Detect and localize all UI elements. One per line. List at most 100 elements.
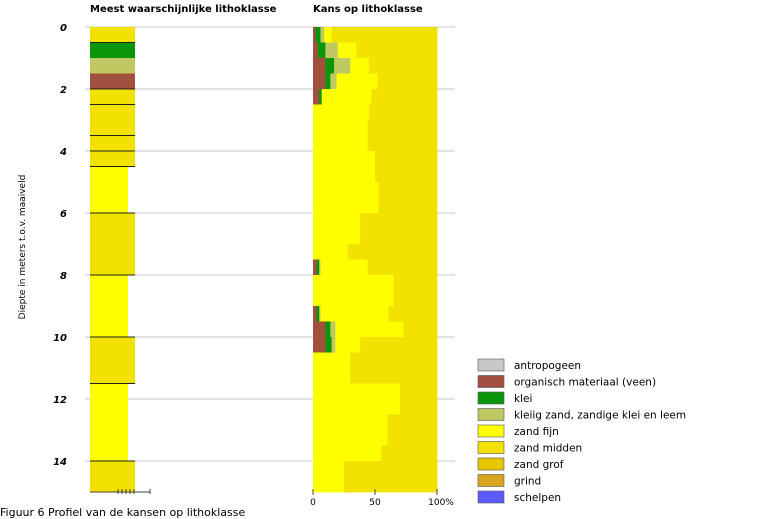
panel-title-kans: Kans op lithoklasse xyxy=(313,4,423,15)
probability-segment xyxy=(313,27,316,43)
probability-segment xyxy=(381,445,438,462)
probability-segment xyxy=(336,73,378,90)
probability-segment xyxy=(368,104,438,121)
legend-label: klei xyxy=(514,393,532,405)
y-tick-label: 10 xyxy=(53,333,67,344)
probability-segment xyxy=(325,73,331,90)
legend-swatch xyxy=(477,474,505,487)
probability-segment xyxy=(331,337,336,353)
probability-segment xyxy=(324,27,332,43)
probability-segment xyxy=(313,182,380,214)
probability-segment xyxy=(313,259,318,276)
legend-swatch xyxy=(477,424,505,438)
probability-segment xyxy=(313,104,370,121)
probability-column xyxy=(313,27,438,493)
legend-swatch xyxy=(477,358,505,372)
layer-bar xyxy=(90,383,128,461)
probability-segment xyxy=(313,151,376,183)
legend-label: organisch materiaal (veen) xyxy=(514,377,656,389)
x-tick-label: 50 xyxy=(369,498,381,506)
probability-segment xyxy=(375,151,438,183)
y-tick-label: 14 xyxy=(53,457,67,468)
probability-segment xyxy=(368,58,438,74)
y-tick-label: 0 xyxy=(60,23,67,34)
probability-segment xyxy=(317,42,326,59)
panel-title-meest: Meest waarschijnlijke lithoklasse xyxy=(90,4,277,15)
probability-segment xyxy=(331,27,438,43)
probability-segment xyxy=(330,73,337,90)
probability-segment xyxy=(313,445,382,462)
probability-segment xyxy=(330,321,336,338)
probability-segment xyxy=(377,73,438,90)
layer-bar xyxy=(90,461,135,492)
legend-swatch xyxy=(477,490,505,504)
y-tick-label: 6 xyxy=(60,209,67,220)
legend-swatch xyxy=(477,408,505,421)
probability-segment xyxy=(319,89,323,105)
probability-segment xyxy=(316,306,320,322)
layer-bar xyxy=(90,42,135,58)
probability-segment xyxy=(313,42,319,59)
y-axis-label: Diepte in meters t.o.v. maaiveld xyxy=(18,175,28,320)
probability-segment xyxy=(325,337,332,353)
legend-label: grind xyxy=(514,476,541,488)
x-tick-label: 100% xyxy=(428,498,454,506)
legend-swatch xyxy=(477,441,505,454)
probability-segment xyxy=(387,414,438,446)
probability-segment xyxy=(313,275,394,307)
probability-segment xyxy=(320,259,368,276)
most-likely-column xyxy=(90,27,135,492)
probability-segment xyxy=(344,461,438,493)
legend-swatch xyxy=(477,375,505,388)
probability-segment xyxy=(325,42,339,59)
layer-bar xyxy=(90,213,135,275)
figure-caption: Figuur 6 Profiel van de kansen op lithok… xyxy=(0,506,246,519)
probability-segment xyxy=(320,27,325,43)
probability-segment xyxy=(350,352,438,384)
probability-segment xyxy=(347,244,438,260)
probability-segment xyxy=(313,89,320,105)
layer-bar xyxy=(90,166,128,213)
legend: antropogeen organisch materiaal (veen) kle… xyxy=(477,358,686,504)
probability-segment xyxy=(313,414,388,446)
layer-bar xyxy=(90,73,135,89)
lithoklasse-chart: Meest waarschijnlijke lithoklasse Kans o… xyxy=(18,4,686,506)
probability-segment xyxy=(367,120,438,152)
legend-swatch xyxy=(477,391,505,405)
probability-segment xyxy=(313,213,361,245)
probability-segment xyxy=(313,461,345,493)
probability-segment xyxy=(313,73,326,90)
layer-bar xyxy=(90,27,135,43)
probability-segment xyxy=(325,321,331,338)
legend-label: antropogeen xyxy=(514,360,581,372)
probability-segment xyxy=(315,27,321,43)
probability-segment xyxy=(378,182,438,214)
legend-label: zand midden xyxy=(514,443,582,455)
probability-segment xyxy=(337,42,357,59)
probability-segment xyxy=(335,337,361,353)
probability-segment xyxy=(393,275,438,307)
probability-segment xyxy=(316,259,320,276)
probability-segment xyxy=(313,306,318,322)
legend-label: kleiig zand, zandige klei en leem xyxy=(514,410,686,422)
gridlines xyxy=(85,26,455,462)
layer-bar xyxy=(90,58,135,74)
y-tick-label: 2 xyxy=(60,85,67,96)
probability-segment xyxy=(334,58,351,74)
legend-label: schelpen xyxy=(514,492,561,504)
legend-swatch xyxy=(477,457,505,471)
probability-segment xyxy=(367,259,438,276)
probability-segment xyxy=(335,321,404,338)
legend-label: zand grof xyxy=(514,459,564,471)
probability-segment xyxy=(371,89,438,105)
probability-segment xyxy=(313,58,326,74)
probability-segment xyxy=(388,306,438,322)
probability-segment xyxy=(403,321,438,338)
axis-ticks: 0 2 4 6 8 10 12 14 0 50 100% xyxy=(53,23,454,506)
probability-segment xyxy=(399,383,438,415)
y-tick-label: 12 xyxy=(53,395,67,406)
probability-segment xyxy=(321,89,372,105)
legend-label: zand fijn xyxy=(514,426,559,438)
probability-segment xyxy=(313,244,349,260)
probability-segment xyxy=(313,120,368,152)
